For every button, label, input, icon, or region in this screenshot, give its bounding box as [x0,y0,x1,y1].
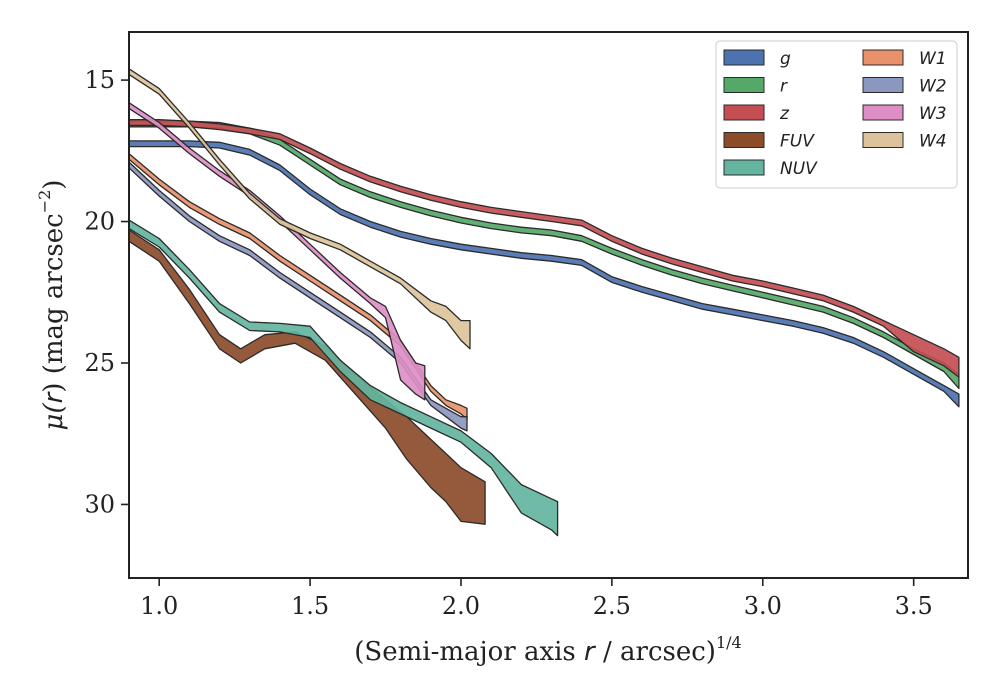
plot-frame [128,31,969,579]
band-fuv [128,229,486,525]
legend-label-fuv: FUV [780,132,815,152]
legend-label-z: z [779,104,790,124]
x-tick-label: 2.0 [442,592,480,620]
y-axis-label: μ(r) (mag arcsec−2) [35,180,69,431]
band-r [128,120,960,390]
legend-swatch-g [723,49,765,66]
y-tick-label: 15 [84,66,115,94]
x-tick-label: 1.5 [291,592,329,620]
x-axis-label: (Semi-major axis r / arcsec)1/4 [354,633,741,667]
y-tick-label: 25 [84,349,115,377]
y-tick-label: 30 [84,490,115,518]
legend-swatch-w1 [862,49,904,66]
x-axis-label-part-2: / arcsec) [595,637,716,667]
y-tick-label: 20 [84,208,115,236]
y-axis-ticks: 15 20 25 30 [84,66,129,518]
band-w2 [128,161,468,432]
x-tick-label: 2.5 [593,592,631,620]
y-axis-label-part-1: μ( [39,403,69,431]
band-w3 [128,102,426,401]
x-tick-label: 3.0 [744,592,782,620]
legend-label-w4: W4 [919,132,947,152]
legend-swatch-nuv [723,159,765,176]
legend-label-g: g [780,49,791,69]
legend-label-w3: W3 [919,104,947,124]
legend-swatch-w2 [862,77,904,93]
y-axis-label-exponent: −2 [35,190,54,214]
legend: grz FUV NUV W1 W2 W3 W4 [715,40,958,189]
legend-swatch-fuv [723,132,765,148]
legend-swatch-w3 [862,104,904,121]
band-nuv [128,219,559,537]
legend-swatch-r [723,77,765,93]
x-axis-label-variable: r [584,637,597,667]
y-axis-label-variable: r [39,390,69,403]
legend-label-nuv: NUV [780,159,818,179]
series-bands [128,68,960,537]
x-axis-ticks: 1.0 1.5 2.0 2.5 3.0 3.5 [140,578,933,620]
y-axis-label-close: ) [39,180,69,190]
x-axis-label-part-1: (Semi-major axis [354,637,584,667]
legend-label-r: r [780,77,788,97]
legend-swatch-z [723,104,765,121]
x-tick-label: 3.5 [895,592,933,620]
legend-label-w2: W2 [919,77,947,97]
y-axis-label-part-2: ) (mag arcsec [39,213,69,392]
band-z [128,119,960,378]
x-tick-label: 1.0 [140,592,178,620]
legend-label-w1: W1 [919,49,947,69]
x-axis-label-exponent: 1/4 [716,633,742,652]
band-w4 [128,68,471,350]
band-g [128,140,960,408]
legend-swatch-w4 [862,132,904,148]
